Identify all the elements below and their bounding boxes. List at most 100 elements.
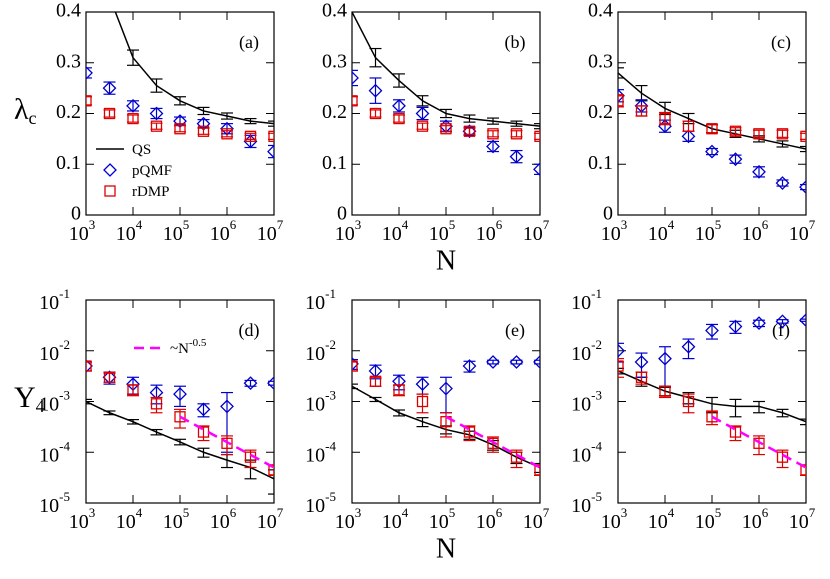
legend-label-base: rDMP — [132, 184, 170, 200]
y-tick-label: 0 — [71, 203, 81, 225]
y-tick-label-exponent: -4 — [325, 438, 336, 453]
y-tick-label: 0.4 — [322, 0, 347, 22]
diamond-marker — [149, 106, 164, 121]
square-marker — [103, 371, 116, 383]
x-tick-label: 103 — [601, 505, 628, 533]
y-tick-label-base: 10 — [39, 292, 59, 314]
y-tick-label-base: 10 — [305, 393, 325, 415]
x-tick-label-exponent: 4 — [136, 217, 143, 232]
x-tick-label: 106 — [742, 217, 769, 245]
y-tick-label-base: 10 — [39, 393, 59, 415]
square-marker — [800, 464, 806, 476]
y-tick-label: 0 — [603, 203, 613, 225]
x-tick-label-exponent: 6 — [762, 217, 769, 232]
diamond-marker — [267, 144, 274, 159]
diamond-marker — [220, 399, 234, 414]
panel-label: (c) — [771, 32, 791, 53]
panel-label: (d) — [239, 320, 260, 341]
x-tick-label-exponent: 7 — [277, 217, 284, 232]
diamond-marker — [799, 180, 806, 195]
square-marker — [440, 123, 452, 135]
y-tick-label: 10-4 — [571, 438, 602, 466]
y-tick-label-base: 10 — [571, 292, 591, 314]
diamond-marker — [533, 162, 540, 177]
x-tick-label-exponent: 6 — [230, 217, 237, 232]
y-tick-label: 10-2 — [39, 337, 70, 365]
x-tick-label-exponent: 5 — [449, 505, 456, 520]
x-tick-label-base: 10 — [601, 223, 621, 245]
x-tick-label-base: 10 — [69, 223, 89, 245]
y-axis-label-base: λ — [14, 93, 29, 126]
x-tick-label: 107 — [789, 217, 816, 245]
x-tick-label: 106 — [742, 505, 769, 533]
fit-line — [445, 415, 540, 469]
diamond-marker — [799, 313, 806, 328]
panel: 0 0.1 0.2 0.3 0.4 (b) N — [322, 0, 541, 276]
legend-swatch — [103, 163, 117, 177]
y-tick-label-exponent: -2 — [325, 337, 336, 352]
y-tick-label: 10-4 — [39, 438, 70, 466]
y-tick-label: 0.4 — [588, 0, 613, 22]
diamond-marker — [462, 124, 477, 139]
diamond-marker — [486, 355, 500, 369]
x-tick-label-base: 10 — [210, 223, 230, 245]
square-marker — [174, 411, 186, 423]
x-tick-label-base: 10 — [429, 511, 449, 533]
x-tick-label-exponent: 3 — [89, 505, 96, 520]
x-tick-label-base: 10 — [523, 223, 543, 245]
y-tick-label-base: 10 — [305, 342, 325, 364]
square-marker — [776, 128, 789, 140]
y-axis-label: λc — [14, 93, 37, 128]
square-marker — [659, 112, 671, 125]
y-tick-label-exponent: -3 — [59, 387, 70, 402]
x-tick-label: 106 — [210, 505, 237, 533]
y-tick-label: 0.3 — [56, 50, 81, 72]
diamond-marker — [173, 387, 187, 402]
y-tick-label-exponent: -4 — [591, 438, 602, 453]
legend-label: ~N-0.5 — [170, 337, 207, 358]
x-tick-label: 106 — [210, 217, 237, 245]
x-axis-label: N — [436, 245, 456, 276]
y-tick-label-base: 10 — [571, 342, 591, 364]
square-marker — [369, 375, 382, 387]
x-tick-label: 106 — [476, 217, 503, 245]
x-tick-label: 107 — [523, 505, 550, 533]
x-tick-label-exponent: 5 — [449, 217, 456, 232]
x-tick-label-exponent: 5 — [715, 505, 722, 520]
legend-label-base: ~N — [170, 341, 189, 357]
square-marker — [416, 120, 429, 132]
panel: 0 0.1 0.2 0.3 0.4 (c) — [588, 0, 807, 225]
x-tick-label: 104 — [382, 217, 409, 245]
diamond-marker — [618, 88, 625, 103]
plot-area — [352, 355, 540, 476]
x-tick-label-base: 10 — [601, 511, 621, 533]
x-tick-label: 103 — [69, 505, 96, 533]
x-tick-label-base: 10 — [648, 511, 668, 533]
square-marker — [369, 107, 382, 120]
square-marker — [268, 464, 274, 476]
plot-area — [86, 359, 274, 495]
y-tick-label: 0.1 — [56, 152, 81, 174]
plot-area — [618, 67, 806, 195]
x-tick-label-base: 10 — [789, 223, 809, 245]
panel-label: (e) — [505, 320, 525, 341]
y-tick-label-base: 10 — [571, 495, 591, 517]
legend-label: QS — [132, 142, 151, 158]
x-tick-label-exponent: 4 — [668, 505, 675, 520]
legend-swatch — [104, 185, 116, 197]
x-tick-label: 103 — [601, 217, 628, 245]
x-tick-label-base: 10 — [210, 511, 230, 533]
panel-label: (f) — [772, 320, 790, 341]
y-tick-label: 0.2 — [588, 101, 613, 123]
square-marker — [127, 112, 139, 125]
x-tick-label: 107 — [257, 505, 284, 533]
y-axis-label: Y4 — [14, 381, 45, 416]
square-marker — [534, 130, 540, 142]
x-tick-label: 105 — [163, 505, 190, 533]
y-axis-label-sub: 4 — [36, 396, 45, 416]
square-marker — [753, 128, 765, 140]
x-tick-label: 107 — [789, 505, 816, 533]
y-tick-label: 0 — [337, 203, 347, 225]
x-tick-label: 105 — [429, 217, 456, 245]
